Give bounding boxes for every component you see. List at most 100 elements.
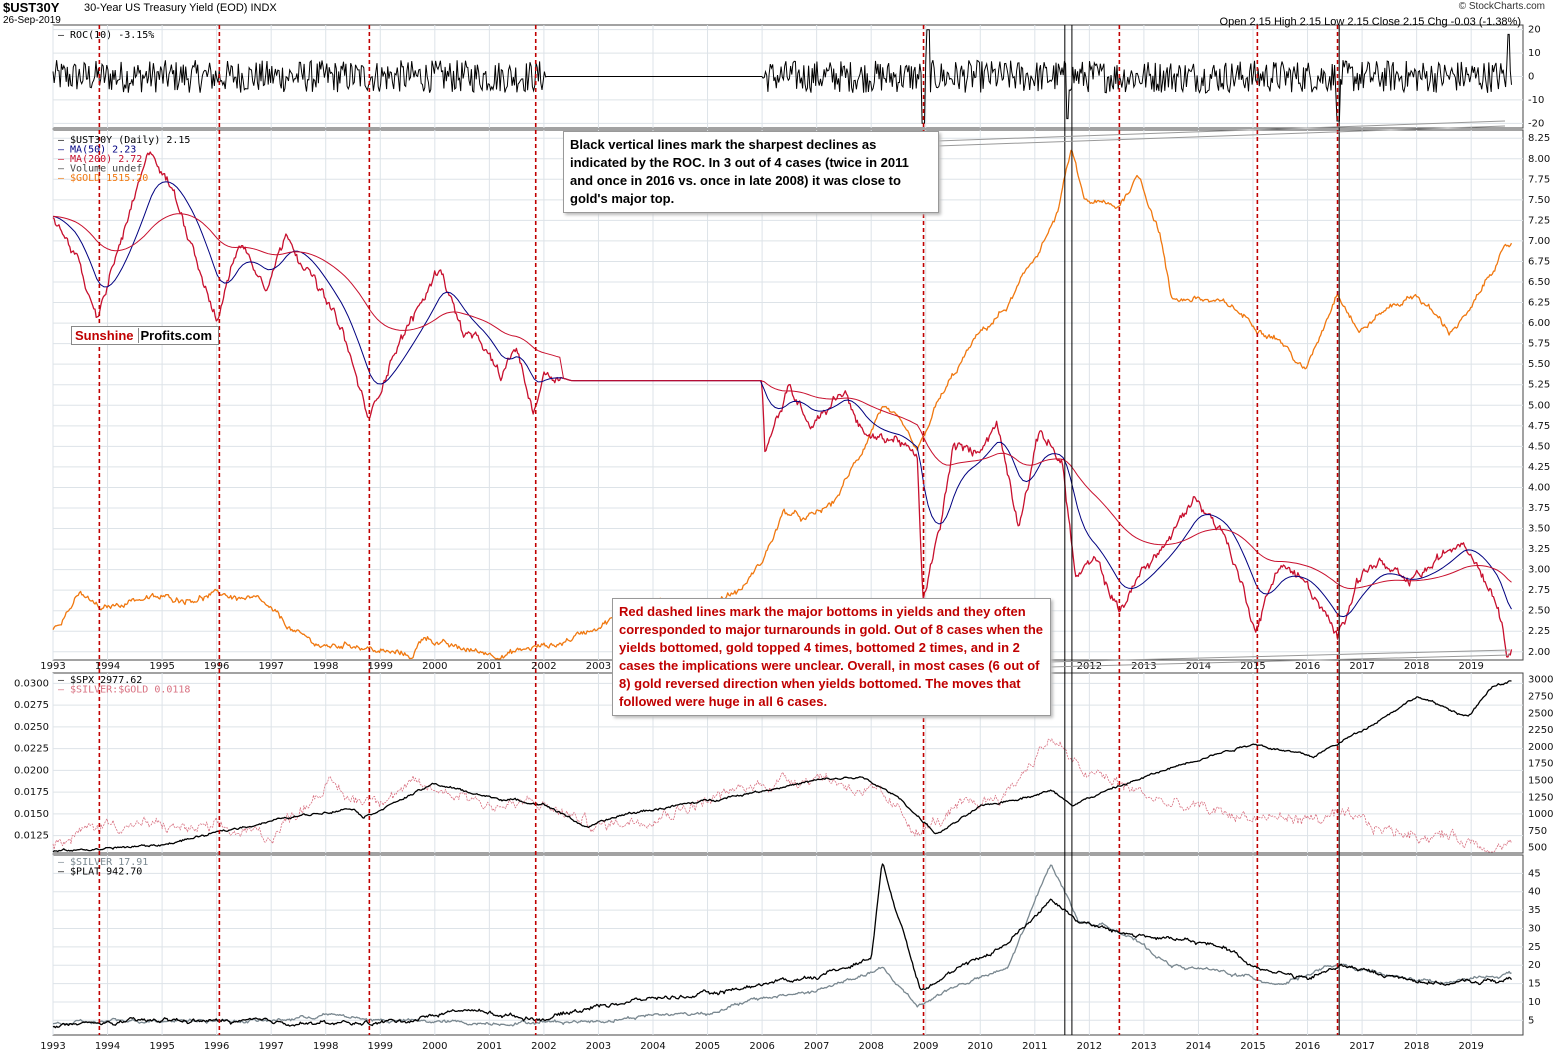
spx-y-tick: 2000: [1528, 742, 1553, 753]
yield-y-tick: 5.25: [1528, 380, 1550, 391]
chart-name: 30-Year US Treasury Yield (EOD) INDX: [84, 2, 277, 14]
x-tick-lower: 2012: [1077, 1041, 1102, 1052]
x-tick-lower: 2019: [1458, 1041, 1483, 1052]
ratio-y-tick: 0.0125: [14, 831, 49, 842]
x-tick-upper: 2013: [1131, 661, 1156, 672]
yield-y-tick: 5.50: [1528, 359, 1550, 370]
yield-y-tick: 8.00: [1528, 154, 1550, 165]
yield-y-tick: 3.50: [1528, 524, 1550, 535]
x-tick-upper: 1994: [95, 661, 120, 672]
yield-legend: — MA(50) 2.23: [58, 145, 136, 156]
yield-legend: — Volume undef: [58, 164, 142, 175]
x-tick-lower: 2000: [422, 1041, 447, 1052]
silver-y-tick: 45: [1528, 868, 1541, 879]
yield-y-tick: 6.50: [1528, 277, 1550, 288]
note-red-pointer-2: [1048, 654, 1511, 668]
x-tick-upper: 1995: [149, 661, 174, 672]
ma50-line: [52, 181, 1512, 618]
yield-y-tick: 2.25: [1528, 626, 1550, 637]
x-tick-upper: 2002: [531, 661, 556, 672]
x-tick-lower: 2004: [640, 1041, 665, 1052]
yield-y-tick: 7.00: [1528, 236, 1550, 247]
x-tick-lower: 1999: [368, 1041, 393, 1052]
x-tick-lower: 1996: [204, 1041, 229, 1052]
x-tick-lower: 1994: [95, 1041, 120, 1052]
yield-line: [52, 151, 1513, 658]
spx-y-tick: 2750: [1528, 692, 1553, 703]
yield-y-tick: 5.75: [1528, 339, 1550, 350]
ma200-line: [52, 213, 1512, 590]
yield-y-tick: 4.00: [1528, 482, 1550, 493]
yield-y-tick: 4.75: [1528, 421, 1550, 432]
x-tick-upper: 2017: [1349, 661, 1374, 672]
x-tick-lower: 2006: [749, 1041, 774, 1052]
x-tick-upper: 1993: [40, 661, 65, 672]
x-tick-lower: 2009: [913, 1041, 938, 1052]
yield-y-tick: 6.75: [1528, 256, 1550, 267]
x-tick-upper: 2012: [1077, 661, 1102, 672]
x-tick-upper: 1999: [368, 661, 393, 672]
silver-line: [52, 864, 1512, 1027]
roc-y-tick: -10: [1528, 95, 1544, 106]
yield-y-tick: 5.00: [1528, 400, 1550, 411]
x-tick-lower: 2013: [1131, 1041, 1156, 1052]
black-lines-note: Black vertical lines mark the sharpest d…: [563, 131, 939, 213]
gold-line: [52, 149, 1513, 660]
ratio-y-tick: 0.0250: [14, 722, 49, 733]
roc-y-tick: 10: [1528, 48, 1541, 59]
logo-part-2: Profits.com: [140, 328, 213, 343]
x-tick-lower: 1998: [313, 1041, 338, 1052]
x-tick-upper: 2015: [1240, 661, 1265, 672]
yield-y-tick: 4.25: [1528, 462, 1550, 473]
chart-date: 26-Sep-2019: [3, 15, 61, 26]
silver-y-tick: 30: [1528, 923, 1541, 934]
yield-y-tick: 4.50: [1528, 441, 1550, 452]
sunshine-profits-logo: Sunshine Profits.com: [71, 326, 220, 345]
spx-legend: — $SPX 2977.62: [58, 675, 142, 686]
x-tick-upper: 2003: [586, 661, 611, 672]
x-tick-lower: 2010: [968, 1041, 993, 1052]
silver-y-tick: 25: [1528, 942, 1541, 953]
ohlc-readout: Open 2.15 High 2.15 Low 2.15 Close 2.15 …: [1219, 16, 1521, 28]
silver-legend: — $SILVER 17.91: [58, 857, 148, 868]
yield-y-tick: 2.00: [1528, 647, 1550, 658]
series-layer: [52, 29, 1513, 1029]
yield-y-tick: 2.75: [1528, 585, 1550, 596]
silver-y-tick: 20: [1528, 960, 1541, 971]
red-lines-note: Red dashed lines mark the major bottoms …: [612, 598, 1051, 716]
ratio-y-tick: 0.0300: [14, 678, 49, 689]
yield-y-tick: 6.25: [1528, 298, 1550, 309]
x-tick-lower: 2007: [804, 1041, 829, 1052]
x-tick-lower: 2017: [1349, 1041, 1374, 1052]
roc-y-tick: 0: [1528, 72, 1534, 83]
silver-legend: — $PLAT 942.70: [58, 867, 142, 878]
roc-y-tick: 20: [1528, 25, 1541, 36]
x-tick-lower: 2001: [477, 1041, 502, 1052]
x-tick-lower: 2015: [1240, 1041, 1265, 1052]
silver-y-tick: 10: [1528, 997, 1541, 1008]
yield-y-tick: 8.25: [1528, 133, 1550, 144]
x-tick-lower: 1993: [40, 1041, 65, 1052]
x-tick-upper: 2016: [1295, 661, 1320, 672]
ratio-y-tick: 0.0200: [14, 765, 49, 776]
x-tick-upper: 2001: [477, 661, 502, 672]
silver-y-tick: 35: [1528, 905, 1541, 916]
x-tick-upper: 2018: [1404, 661, 1429, 672]
yield-y-tick: 7.25: [1528, 215, 1550, 226]
silver-y-tick: 40: [1528, 887, 1541, 898]
spx-legend: — $SILVER:$GOLD 0.0118: [58, 685, 190, 696]
x-tick-upper: 2014: [1186, 661, 1211, 672]
yield-y-tick: 2.50: [1528, 606, 1550, 617]
spx-y-tick: 3000: [1528, 675, 1553, 686]
spx-y-tick: 1750: [1528, 759, 1553, 770]
yield-legend: — MA(200) 2.72: [58, 154, 142, 165]
x-tick-lower: 1995: [149, 1041, 174, 1052]
yield-y-tick: 3.25: [1528, 544, 1550, 555]
x-tick-upper: 2000: [422, 661, 447, 672]
note-black-pointer-2: [936, 125, 1506, 147]
x-tick-lower: 2016: [1295, 1041, 1320, 1052]
x-tick-lower: 2014: [1186, 1041, 1211, 1052]
legends: — ROC(10) -3.15%— $UST30Y (Daily) 2.15— …: [58, 30, 190, 878]
ratio-y-tick: 0.0225: [14, 744, 49, 755]
